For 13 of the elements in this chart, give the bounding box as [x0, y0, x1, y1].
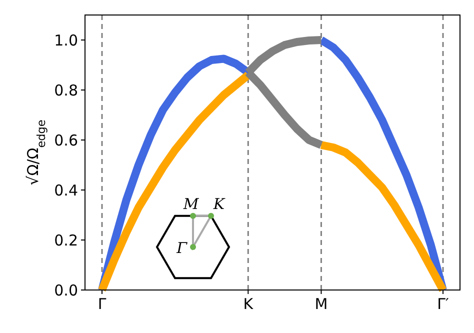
annotation: Γ: [176, 239, 188, 257]
y-tick-label: 0.6: [54, 131, 78, 150]
y-tick-label: 0.8: [54, 81, 78, 100]
x-tick-label: Γ: [98, 295, 107, 313]
x-tick-label: M: [314, 295, 328, 313]
annotation: K: [212, 194, 226, 213]
x-tick-label: Γ′: [437, 295, 450, 313]
x-tick-label: K: [243, 295, 254, 313]
annotation: M: [182, 194, 200, 213]
y-tick-label: 0.0: [54, 281, 78, 300]
y-tick-label: 0.2: [54, 231, 78, 250]
y-tick-label: 0.4: [54, 181, 78, 200]
y-tick-label: 1.0: [54, 31, 78, 50]
